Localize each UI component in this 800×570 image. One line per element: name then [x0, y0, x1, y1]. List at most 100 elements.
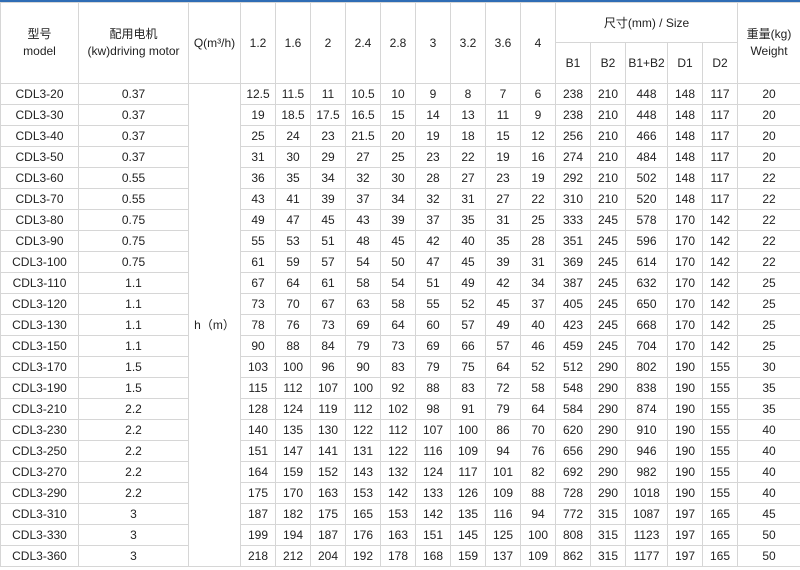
- head-cell: 25: [240, 125, 276, 147]
- size-cell: 142: [701, 209, 739, 231]
- table-row: CDL3-150 1.1 90 88 84 79 73 69 66 57 46 459 245 704 17…: [0, 335, 800, 357]
- model-cell: CDL3-40: [0, 125, 79, 147]
- model-cell: CDL3-70: [0, 188, 79, 210]
- header-size: 尺寸(mm) / Size: [554, 2, 739, 43]
- header-size-col: D2: [701, 42, 739, 84]
- size-cell: 117: [701, 167, 739, 189]
- size-cell: 117: [701, 125, 739, 147]
- head-cell: 69: [345, 314, 381, 336]
- size-cell: 170: [667, 230, 703, 252]
- size-cell: 290: [590, 398, 626, 420]
- table-row: CDL3-190 1.5 115 112 107 100 92 88 83 72 58 548 290 8…: [0, 377, 800, 399]
- head-cell: 112: [345, 398, 381, 420]
- weight-cell: 35: [737, 398, 800, 420]
- size-cell: 210: [590, 104, 626, 126]
- head-cell: 218: [240, 545, 276, 567]
- size-cell: 190: [667, 440, 703, 462]
- head-cell: 130: [310, 419, 346, 441]
- weight-cell: 25: [737, 293, 800, 315]
- head-cell: 8: [450, 83, 486, 105]
- head-cell: 102: [380, 398, 416, 420]
- head-cell: 41: [275, 188, 311, 210]
- head-cell: 46: [520, 335, 556, 357]
- size-cell: 238: [555, 83, 591, 105]
- head-cell: 10.5: [345, 83, 381, 105]
- size-cell: 210: [590, 167, 626, 189]
- size-cell: 448: [625, 83, 668, 105]
- header-size-col: B1: [555, 42, 591, 84]
- head-cell: 73: [310, 314, 346, 336]
- head-cell: 39: [485, 251, 521, 273]
- head-cell: 53: [275, 230, 311, 252]
- head-cell: 159: [275, 461, 311, 483]
- head-cell: 64: [380, 314, 416, 336]
- head-cell: 73: [380, 335, 416, 357]
- head-cell: 54: [345, 251, 381, 273]
- head-cell: 122: [345, 419, 381, 441]
- table-row: CDL3-210 2.2 128 124 119 112 102 98 91 79 64 584 290…: [0, 398, 800, 420]
- weight-cell: 20: [737, 125, 800, 147]
- size-cell: 245: [590, 335, 626, 357]
- model-cell: CDL3-360: [0, 545, 79, 567]
- weight-cell: 40: [737, 419, 800, 441]
- model-cell: CDL3-50: [0, 146, 79, 168]
- size-cell: 808: [555, 524, 591, 546]
- size-cell: 245: [590, 230, 626, 252]
- model-cell: CDL3-100: [0, 251, 79, 273]
- head-cell: 100: [345, 377, 381, 399]
- size-cell: 315: [590, 524, 626, 546]
- head-cell: 69: [415, 335, 451, 357]
- head-cell: 42: [415, 230, 451, 252]
- head-cell: 100: [450, 419, 486, 441]
- size-cell: 862: [555, 545, 591, 567]
- header-flow: 3: [415, 2, 451, 84]
- head-cell: 66: [450, 335, 486, 357]
- size-cell: 170: [667, 209, 703, 231]
- head-cell: 9: [520, 104, 556, 126]
- size-cell: 423: [555, 314, 591, 336]
- model-cell: CDL3-330: [0, 524, 79, 546]
- model-cell: CDL3-30: [0, 104, 79, 126]
- size-cell: 148: [667, 146, 703, 168]
- motor-cell: 1.5: [78, 377, 189, 399]
- head-cell: 54: [380, 272, 416, 294]
- table-row: CDL3-170 1.5 103 100 96 90 83 79 75 64 52 512 290 802…: [0, 356, 800, 378]
- header-model: 型号 model: [0, 2, 79, 84]
- header-flow: 3.6: [485, 2, 521, 84]
- head-cell: 19: [485, 146, 521, 168]
- head-cell: 79: [415, 356, 451, 378]
- model-cell: CDL3-290: [0, 482, 79, 504]
- size-cell: 578: [625, 209, 668, 231]
- head-cell: 27: [450, 167, 486, 189]
- head-cell: 107: [310, 377, 346, 399]
- size-cell: 387: [555, 272, 591, 294]
- head-cell: 141: [310, 440, 346, 462]
- head-cell: 16: [520, 146, 556, 168]
- model-cell: CDL3-230: [0, 419, 79, 441]
- size-cell: 155: [701, 440, 739, 462]
- motor-cell: 0.55: [78, 167, 189, 189]
- head-cell: 140: [240, 419, 276, 441]
- size-cell: 405: [555, 293, 591, 315]
- size-cell: 290: [590, 461, 626, 483]
- head-cell: 83: [450, 377, 486, 399]
- size-cell: 650: [625, 293, 668, 315]
- head-cell: 153: [345, 482, 381, 504]
- motor-cell: 0.37: [78, 104, 189, 126]
- head-cell: 151: [240, 440, 276, 462]
- size-cell: 210: [590, 83, 626, 105]
- head-cell: 175: [240, 482, 276, 504]
- size-cell: 245: [590, 272, 626, 294]
- head-label-cell: h（m）: [188, 83, 241, 567]
- size-cell: 802: [625, 356, 668, 378]
- head-cell: 61: [240, 251, 276, 273]
- size-cell: 1177: [625, 545, 668, 567]
- header-motor: 配用电机 (kw)driving motor: [78, 2, 189, 84]
- motor-cell: 0.75: [78, 230, 189, 252]
- motor-cell: 1.1: [78, 314, 189, 336]
- head-cell: 35: [485, 230, 521, 252]
- head-cell: 49: [450, 272, 486, 294]
- head-cell: 45: [310, 209, 346, 231]
- head-cell: 212: [275, 545, 311, 567]
- size-cell: 142: [701, 314, 739, 336]
